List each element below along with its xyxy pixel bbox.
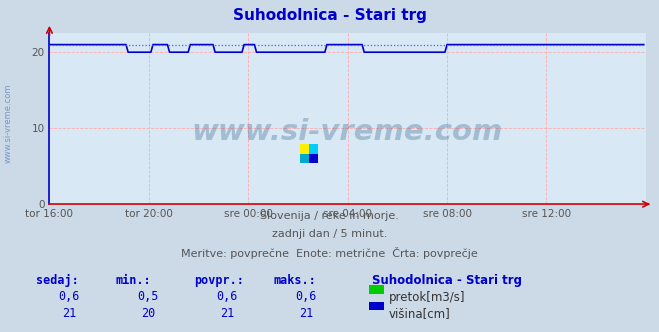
Text: 21: 21	[220, 307, 235, 320]
Text: 0,6: 0,6	[59, 290, 80, 303]
Text: povpr.:: povpr.:	[194, 274, 244, 287]
Text: Suhodolnica - Stari trg: Suhodolnica - Stari trg	[233, 8, 426, 23]
Text: www.si-vreme.com: www.si-vreme.com	[192, 119, 503, 146]
Text: maks.:: maks.:	[273, 274, 316, 287]
Text: višina[cm]: višina[cm]	[389, 307, 451, 320]
Text: Meritve: povprečne  Enote: metrične  Črta: povprečje: Meritve: povprečne Enote: metrične Črta:…	[181, 247, 478, 259]
Text: sedaj:: sedaj:	[36, 274, 79, 287]
Text: 0,5: 0,5	[138, 290, 159, 303]
Text: 20: 20	[141, 307, 156, 320]
Text: min.:: min.:	[115, 274, 151, 287]
Text: Slovenija / reke in morje.: Slovenija / reke in morje.	[260, 211, 399, 221]
Text: 0,6: 0,6	[296, 290, 317, 303]
Text: zadnji dan / 5 minut.: zadnji dan / 5 minut.	[272, 229, 387, 239]
Text: 0,6: 0,6	[217, 290, 238, 303]
Text: Suhodolnica - Stari trg: Suhodolnica - Stari trg	[372, 274, 523, 287]
Text: 21: 21	[62, 307, 76, 320]
Text: www.si-vreme.com: www.si-vreme.com	[3, 83, 13, 163]
Text: 21: 21	[299, 307, 314, 320]
Text: pretok[m3/s]: pretok[m3/s]	[389, 290, 465, 303]
